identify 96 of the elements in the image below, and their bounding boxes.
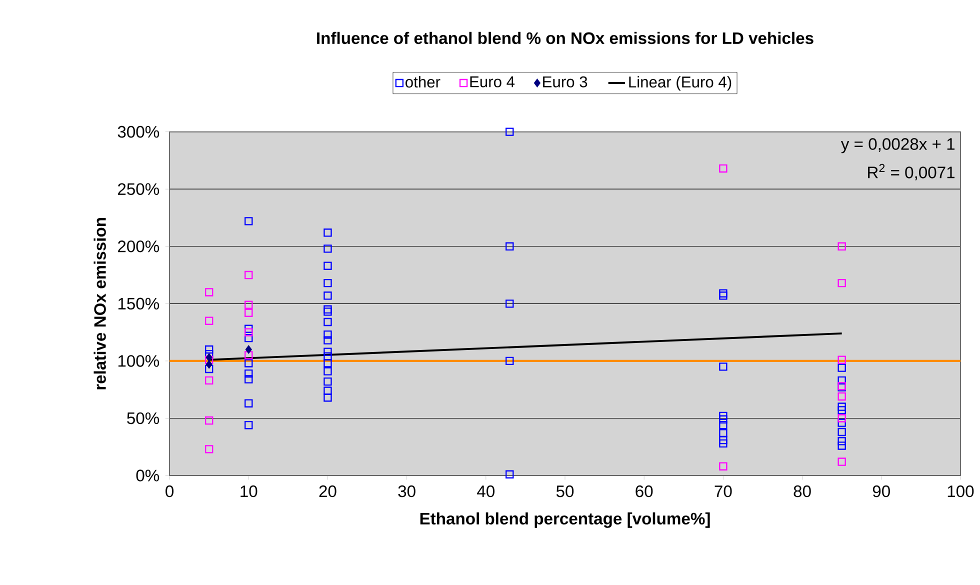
x-tick-label: 10	[240, 485, 258, 498]
point	[506, 128, 514, 136]
point	[838, 414, 846, 422]
point	[204, 345, 214, 354]
point	[324, 228, 332, 237]
point	[719, 415, 728, 424]
x-tick-label: 60	[636, 485, 653, 498]
x-tick-label: 30	[398, 485, 416, 498]
x-tick-label: 50	[556, 485, 574, 498]
point	[838, 458, 846, 466]
point	[719, 439, 728, 448]
point	[204, 445, 214, 454]
point	[838, 278, 846, 288]
point	[244, 217, 253, 226]
point	[506, 242, 514, 251]
point	[838, 356, 846, 364]
annotation: y = 0,0028x + 1	[840, 138, 955, 154]
point	[324, 330, 332, 339]
annotation: R$^{2}$ = 0,0071	[868, 164, 955, 180]
point	[506, 300, 514, 308]
point	[719, 462, 728, 471]
point	[324, 278, 332, 288]
point	[244, 300, 253, 309]
x-tick-label: 20	[319, 485, 336, 498]
x-tick-label: 40	[477, 485, 494, 498]
point	[719, 412, 728, 420]
point	[244, 421, 253, 430]
point	[244, 375, 253, 384]
point	[204, 364, 214, 374]
point	[244, 359, 253, 368]
point	[244, 334, 253, 342]
y-tick-label: 250%	[118, 183, 160, 196]
point	[838, 392, 846, 401]
point	[324, 378, 332, 386]
point	[204, 416, 214, 425]
point	[244, 351, 253, 360]
point	[204, 288, 214, 296]
legend-label: Euro 3	[543, 76, 588, 88]
point	[324, 336, 332, 344]
y-tick-label: 50%	[127, 412, 160, 424]
x-tick-label: 90	[872, 485, 890, 498]
legend-label: Linear (Euro 4)	[629, 76, 732, 91]
point	[838, 406, 846, 414]
point	[838, 402, 846, 411]
point	[206, 360, 212, 369]
point	[204, 376, 214, 385]
point	[324, 352, 332, 361]
point	[719, 436, 728, 444]
point	[838, 418, 846, 427]
point	[324, 262, 332, 270]
point	[244, 399, 253, 408]
x-tick-label: 100	[948, 485, 974, 498]
point	[324, 292, 332, 300]
point	[244, 370, 253, 378]
legend-label: other	[406, 76, 440, 88]
point	[719, 421, 728, 430]
x-tick-label: 80	[794, 485, 811, 498]
point	[719, 362, 728, 371]
point	[719, 164, 728, 173]
point	[838, 364, 846, 372]
point	[206, 353, 212, 362]
point	[838, 242, 846, 251]
y-tick-label: 300%	[118, 126, 160, 138]
point	[324, 244, 332, 253]
y-tick-label: 150%	[118, 298, 160, 310]
point	[838, 428, 846, 436]
x-axis-title: Ethanol blend percentage [volume%]	[420, 512, 710, 528]
point	[719, 292, 728, 300]
point	[506, 356, 514, 366]
point	[244, 270, 253, 280]
point	[719, 289, 728, 298]
x-tick-label: 0	[166, 485, 174, 498]
point	[324, 318, 332, 326]
point	[324, 359, 332, 368]
point	[506, 470, 514, 479]
point	[719, 429, 728, 438]
point	[244, 328, 253, 336]
point	[838, 442, 846, 450]
y-tick-label: 200%	[118, 240, 160, 252]
point	[324, 367, 332, 376]
point	[324, 394, 332, 402]
point	[204, 316, 214, 326]
legend-label: Euro 4	[470, 76, 515, 88]
y-axis-title: relative NOx emission	[94, 218, 106, 390]
point	[245, 345, 252, 354]
y-tick-label: 100%	[118, 355, 160, 367]
point	[324, 348, 332, 356]
chart-title: Influence of ethanol blend % on NOx emissions for LD vehicles	[317, 32, 814, 44]
point	[204, 356, 214, 364]
point	[324, 386, 332, 395]
point	[838, 437, 846, 446]
point	[324, 305, 332, 314]
point	[324, 308, 332, 316]
point	[244, 308, 253, 317]
y-tick-label: 0%	[136, 470, 160, 482]
x-tick-label: 70	[714, 485, 732, 498]
